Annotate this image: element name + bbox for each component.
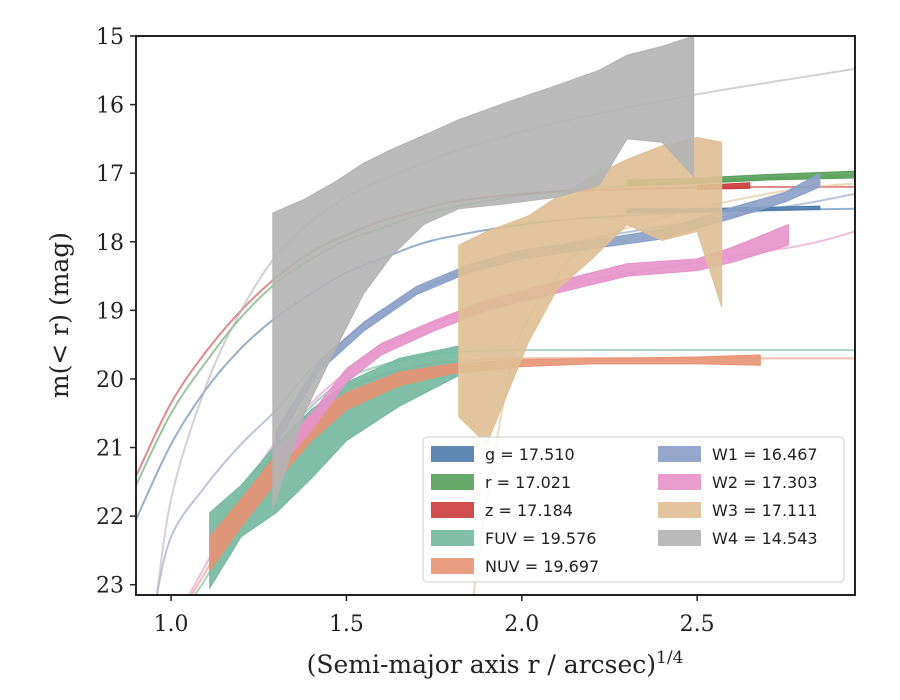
- y-tick-label: 17: [96, 162, 124, 187]
- legend-swatch-w3: [658, 502, 701, 518]
- profile-bands: [209, 36, 855, 589]
- y-tick-label: 16: [96, 94, 124, 119]
- legend-swatch-nuv: [431, 558, 474, 574]
- legend-label-z: z = 17.184: [485, 501, 573, 520]
- y-tick-label: 23: [96, 574, 124, 599]
- x-tick-label: 2.0: [504, 612, 539, 637]
- legend-box: [422, 436, 845, 583]
- profile-band-w4: [272, 36, 695, 510]
- legend-label-g: g = 17.510: [485, 445, 575, 464]
- x-axis-label: (Semi-major axis r / arcsec)1/4: [307, 648, 684, 679]
- x-tick-label: 1.5: [329, 612, 364, 637]
- y-tick-label: 19: [96, 299, 124, 324]
- profile-band-nuv: [209, 354, 761, 572]
- y-tick-label: 18: [96, 231, 124, 256]
- legend-swatch-w1: [658, 446, 701, 462]
- y-tick-label: 15: [96, 25, 124, 50]
- profile-band-w1: [275, 172, 821, 445]
- legend-swatch-fuv: [431, 530, 474, 546]
- profile-band-w2: [275, 224, 789, 472]
- x-axis-ticks: 1.0 1.5 2.0 2.5: [154, 595, 715, 637]
- legend-swatch-w2: [658, 474, 701, 490]
- plot-frame: [135, 35, 856, 596]
- legend-label-w3: W3 = 17.111: [712, 501, 818, 520]
- y-tick-label: 21: [96, 437, 124, 462]
- legend: g = 17.510 r = 17.021 z = 17.184 FUV = 19.5…: [422, 436, 845, 583]
- y-tick-label: 22: [96, 505, 124, 530]
- legend-label-fuv: FUV = 19.576: [485, 529, 596, 548]
- legend-label-r: r = 17.021: [485, 473, 571, 492]
- y-axis-label: m(< r) (mag): [45, 232, 74, 398]
- x-tick-label: 1.0: [154, 612, 189, 637]
- legend-label-nuv: NUV = 19.697: [485, 557, 599, 576]
- y-axis-ticks: 15 16 17 18 19 20 21 22 23: [96, 25, 136, 599]
- legend-swatch-g: [431, 446, 474, 462]
- y-tick-label: 20: [96, 368, 124, 393]
- legend-swatch-z: [431, 502, 474, 518]
- legend-swatch-w4: [658, 530, 701, 546]
- legend-label-w1: W1 = 16.467: [712, 445, 818, 464]
- legend-label-w4: W4 = 14.543: [712, 529, 818, 548]
- x-tick-label: 2.5: [680, 612, 715, 637]
- legend-swatch-r: [431, 474, 474, 490]
- legend-label-w2: W2 = 17.303: [712, 473, 818, 492]
